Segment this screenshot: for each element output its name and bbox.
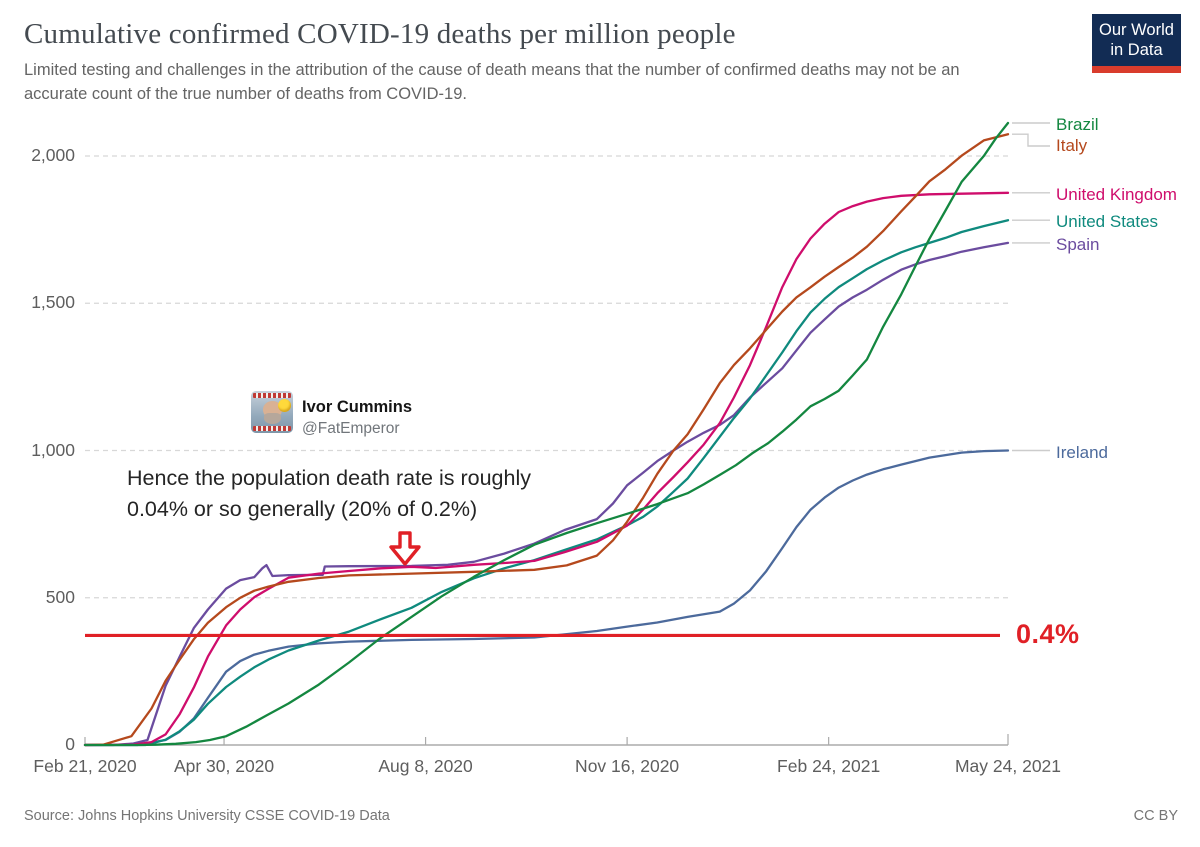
x-axis-label-feb21-2020: Feb 21, 2020 — [33, 756, 137, 776]
x-axis-label-apr30-2020: Apr 30, 2020 — [173, 756, 275, 776]
legend-item-united-kingdom[interactable]: United Kingdom — [1056, 184, 1177, 204]
smiley-icon — [278, 399, 291, 412]
series-line-italy — [83, 133, 1010, 747]
y-axis-label-500: 500 — [45, 586, 75, 607]
y-axis-label-2000: 2,000 — [31, 145, 75, 165]
tweet-author-handle: @FatEmperor — [302, 420, 400, 437]
series-line-brazil — [83, 121, 1010, 747]
y-axis-label-1500: 1,500 — [31, 292, 75, 313]
page-title: Cumulative confirmed COVID-19 deaths per… — [24, 18, 736, 50]
source-attribution: Source: Johns Hopkins University CSSE CO… — [24, 808, 390, 824]
x-axis-label-aug8-2020: Aug 8, 2020 — [378, 756, 473, 776]
y-axis-label-0: 0 — [65, 734, 75, 754]
our-world-in-data-logo[interactable]: Our World in Data — [1092, 14, 1181, 73]
legend-item-brazil[interactable]: Brazil — [1056, 115, 1099, 135]
threshold-value-label: 0.4% — [1016, 619, 1080, 650]
avatar-bottom-caption — [253, 426, 291, 431]
avatar-top-caption — [253, 393, 291, 398]
y-axis-label-1000: 1,000 — [31, 439, 75, 460]
series-line-spain — [83, 241, 1010, 747]
legend-connector-italy — [1012, 133, 1050, 147]
x-axis-label-nov16-2020: Nov 16, 2020 — [575, 756, 680, 776]
legend-item-united-states[interactable]: United States — [1056, 212, 1159, 232]
license-label[interactable]: CC BY — [1133, 808, 1178, 824]
series-line-ireland — [83, 449, 1010, 747]
tweet-author-name: Ivor Cummins — [302, 398, 413, 416]
annotation-text-line2: 0.04% or so generally (20% of 0.2%) — [127, 497, 478, 521]
logo-text-line1: Our World — [1099, 21, 1174, 39]
avatar — [251, 391, 293, 433]
annotation-text-line1: Hence the population death rate is rough… — [127, 466, 531, 490]
down-arrow-icon — [389, 531, 421, 566]
x-axis-label-may24-2021: May 24, 2021 — [954, 756, 1062, 776]
chart-subtitle-line2: accurate count of the true number of dea… — [24, 85, 467, 103]
chart-subtitle-line1: Limited testing and challenges in the at… — [24, 61, 960, 79]
avatar-beard — [264, 413, 281, 424]
legend-item-italy[interactable]: Italy — [1056, 136, 1088, 156]
logo-text-line2: in Data — [1110, 41, 1163, 59]
legend-item-ireland[interactable]: Ireland — [1056, 442, 1108, 462]
x-axis-label-feb24-2021: Feb 24, 2021 — [777, 756, 881, 776]
legend-item-spain[interactable]: Spain — [1056, 234, 1100, 254]
